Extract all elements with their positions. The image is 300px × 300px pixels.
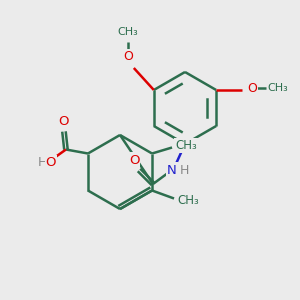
- Text: O: O: [247, 82, 257, 94]
- Text: O: O: [59, 115, 69, 128]
- Text: H: H: [179, 164, 189, 176]
- Text: CH₃: CH₃: [117, 27, 138, 37]
- Text: CH₃: CH₃: [175, 139, 197, 152]
- Text: O: O: [123, 50, 133, 62]
- Text: N: N: [167, 164, 177, 176]
- Text: CH₃: CH₃: [268, 83, 289, 93]
- Text: H: H: [37, 156, 46, 169]
- Text: O: O: [129, 154, 139, 166]
- Text: CH₃: CH₃: [177, 194, 199, 207]
- Text: O: O: [46, 156, 56, 169]
